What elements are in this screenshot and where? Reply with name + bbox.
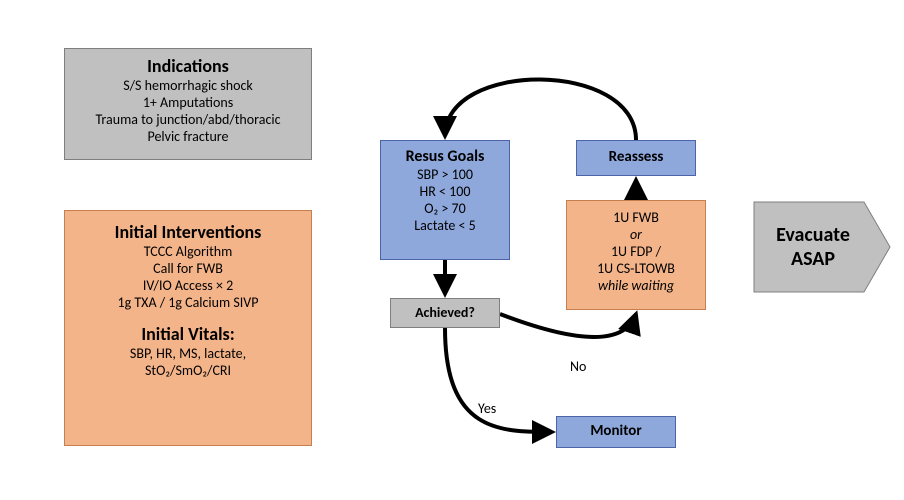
text-line: Trauma to junction/abd/thoracic: [65, 111, 311, 128]
initial-interventions-lines: TCCC AlgorithmCall for FWBIV/IO Access ×…: [65, 243, 311, 311]
transfuse-box: 1U FWBor1U FDP /1U CS-LTOWBwhile waiting: [566, 200, 706, 310]
achieved-label: Achieved?: [415, 304, 475, 321]
text-line: Pelvic fracture: [65, 128, 311, 145]
evacuate-text-2: ASAP: [754, 247, 872, 271]
reassess-label: Reassess: [609, 148, 664, 166]
transfuse-lines: 1U FWBor1U FDP /1U CS-LTOWBwhile waiting: [567, 209, 705, 294]
evacuate-text-1: Evacuate: [754, 223, 872, 247]
text-line: S/S hemorrhagic shock: [65, 77, 311, 94]
text-line: StO₂/SmO₂/CRI: [65, 362, 311, 379]
no-label: No: [570, 358, 586, 375]
initial-box: Initial Interventions TCCC AlgorithmCall…: [64, 210, 312, 446]
text-line: while waiting: [567, 277, 705, 294]
indications-title: Indications: [65, 55, 311, 77]
evacuate-label: Evacuate ASAP: [754, 223, 872, 271]
text-line: HR < 100: [381, 183, 509, 200]
yes-label: Yes: [478, 400, 496, 417]
text-line: O₂ > 70: [381, 200, 509, 217]
indications-lines: S/S hemorrhagic shock1+ AmputationsTraum…: [65, 77, 311, 145]
achieved-box: Achieved?: [390, 298, 500, 328]
text-line: Lactate < 5: [381, 217, 509, 234]
text-line: 1g TXA / 1g Calcium SIVP: [65, 294, 311, 311]
achieved-no-to-transfuse: [500, 314, 636, 337]
resus-goals-lines: SBP > 100HR < 100O₂ > 70Lactate < 5: [381, 166, 509, 234]
text-line: SBP, HR, MS, lactate,: [65, 345, 311, 362]
text-line: TCCC Algorithm: [65, 243, 311, 260]
initial-vitals-lines: SBP, HR, MS, lactate,StO₂/SmO₂/CRI: [65, 345, 311, 379]
text-line: SBP > 100: [381, 166, 509, 183]
resus-goals-box: Resus Goals SBP > 100HR < 100O₂ > 70Lact…: [380, 140, 510, 260]
text-line: IV/IO Access × 2: [65, 277, 311, 294]
achieved-yes-to-monitor: [445, 328, 552, 432]
monitor-label: Monitor: [590, 422, 641, 440]
reassess-to-resus-loop: [445, 79, 636, 140]
monitor-box: Monitor: [556, 416, 676, 448]
reassess-box: Reassess: [576, 140, 696, 176]
text-line: or: [567, 226, 705, 243]
text-line: 1U FWB: [567, 209, 705, 226]
resus-goals-title: Resus Goals: [381, 147, 509, 166]
indications-box: Indications S/S hemorrhagic shock1+ Ampu…: [64, 48, 312, 160]
text-line: 1+ Amputations: [65, 94, 311, 111]
initial-vitals-title: Initial Vitals:: [65, 323, 311, 345]
text-line: 1U CS-LTOWB: [567, 260, 705, 277]
initial-interventions-title: Initial Interventions: [65, 221, 311, 243]
text-line: Call for FWB: [65, 260, 311, 277]
text-line: 1U FDP /: [567, 243, 705, 260]
